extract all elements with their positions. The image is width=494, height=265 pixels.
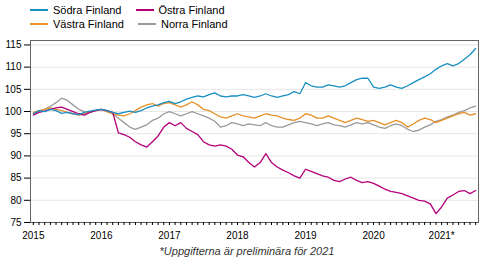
html-text:Södra Finland: Södra Finland xyxy=(53,4,122,16)
html-text:*Uppgifterna är preliminära fö: *Uppgifterna är preliminära för 2021 xyxy=(159,245,335,257)
svg-text:2016: 2016 xyxy=(90,230,113,241)
svg-text:75: 75 xyxy=(10,217,22,228)
svg-text:110: 110 xyxy=(6,61,22,72)
svg-text:2015: 2015 xyxy=(22,230,45,241)
svg-text:80: 80 xyxy=(10,195,22,206)
svg-text:100: 100 xyxy=(5,106,22,117)
svg-text:105: 105 xyxy=(5,84,22,95)
svg-text:115: 115 xyxy=(6,39,22,50)
svg-text:2018: 2018 xyxy=(226,230,249,241)
html-text:Östra Finland: Östra Finland xyxy=(158,4,225,16)
svg-text:2020: 2020 xyxy=(362,230,385,241)
svg-text:90: 90 xyxy=(10,150,22,161)
svg-text:2017: 2017 xyxy=(158,230,181,241)
svg-text:85: 85 xyxy=(10,172,22,183)
html-text:Västra Finland: Västra Finland xyxy=(53,18,124,30)
svg-text:2019: 2019 xyxy=(294,230,317,241)
svg-text:2021*: 2021* xyxy=(429,230,455,241)
svg-text:95: 95 xyxy=(10,128,22,139)
html-text:Norra Finland: Norra Finland xyxy=(160,18,228,30)
